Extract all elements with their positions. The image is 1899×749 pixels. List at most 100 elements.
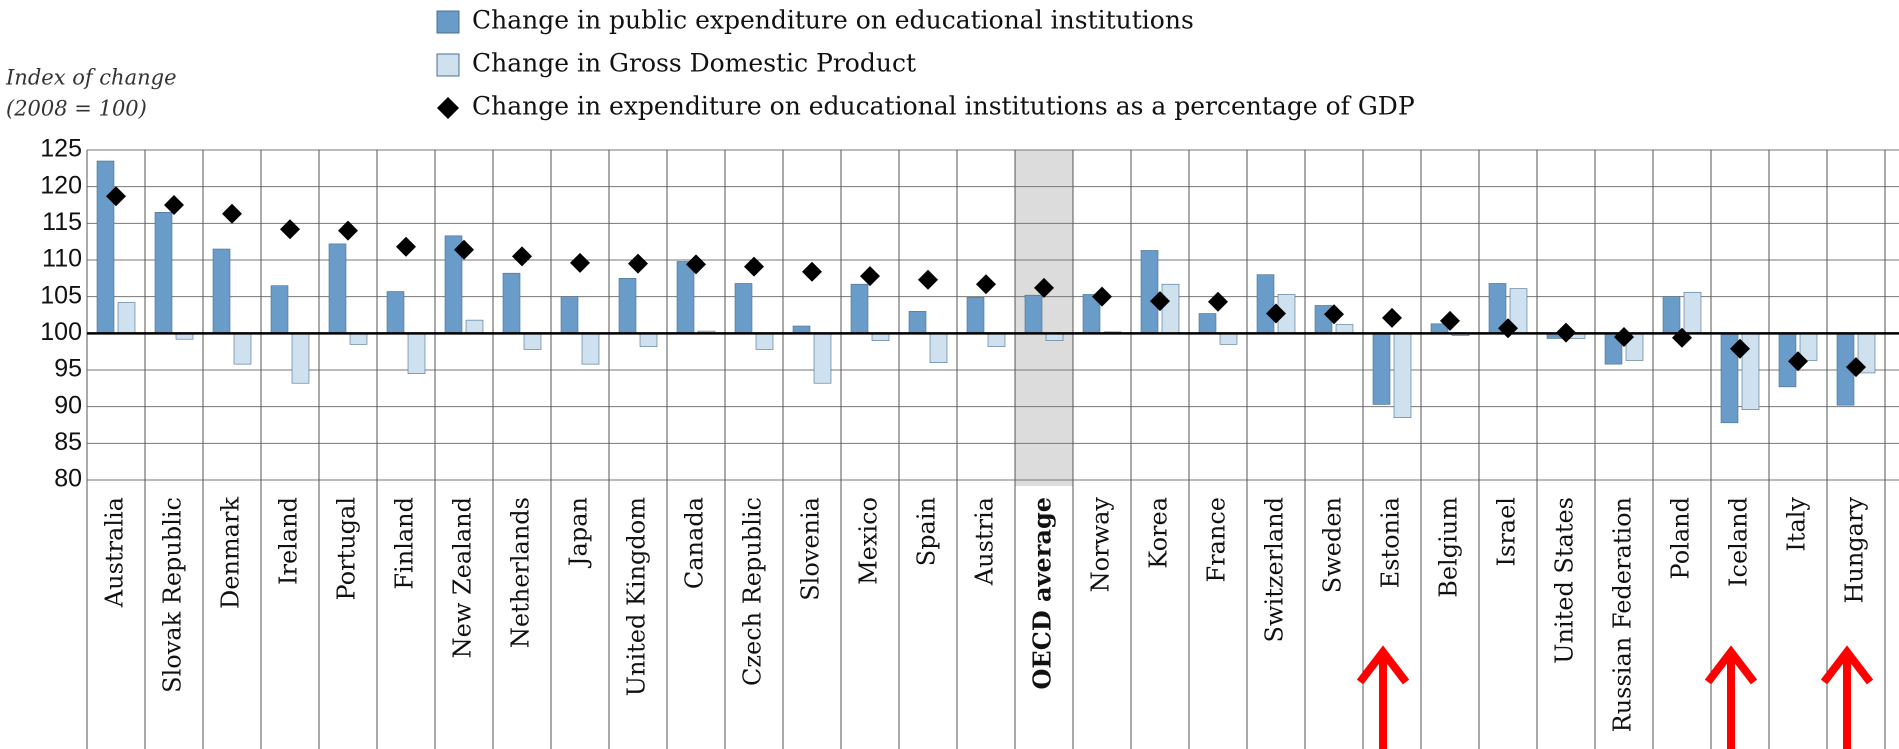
- x-tick-label: Netherlands: [507, 497, 535, 648]
- y-tick-label: 115: [42, 208, 82, 236]
- x-tick-label: Estonia: [1377, 497, 1405, 588]
- diamond-marker: [802, 261, 822, 282]
- bar: [1393, 333, 1412, 418]
- bar: [618, 278, 637, 334]
- bar: [1372, 333, 1391, 405]
- bar: [813, 333, 832, 384]
- y-tick-label: 85: [54, 428, 82, 456]
- diamond-marker: [1614, 327, 1634, 347]
- x-tick-label: Portugal: [333, 497, 361, 601]
- diamond-marker: [1440, 310, 1460, 331]
- diamond-marker: [1150, 291, 1170, 312]
- y-tick-label: 80: [54, 465, 82, 493]
- legend-label: Change in public expenditure on educatio…: [472, 6, 1194, 35]
- bar: [386, 291, 405, 334]
- annotation-arrows: [1356, 645, 1874, 749]
- bar: [676, 261, 695, 334]
- bar: [755, 333, 774, 350]
- arrow: [1704, 645, 1758, 749]
- diamond-marker: [1034, 277, 1054, 298]
- y-tick-label: 125: [40, 135, 82, 163]
- x-tick-label: Italy: [1783, 497, 1811, 552]
- x-tick-label: Australia: [101, 497, 129, 608]
- x-tick-label: United States: [1551, 497, 1579, 664]
- diamond-marker: [744, 256, 764, 277]
- x-tick-label: Spain: [913, 497, 941, 566]
- diamond-marker: [164, 195, 184, 215]
- arrow: [1356, 645, 1410, 749]
- bar: [639, 333, 658, 347]
- bar: [523, 333, 542, 350]
- y-axis-label: (2008 = 100): [6, 97, 147, 121]
- x-tick-label: OECD average: [1028, 497, 1057, 689]
- diamond-marker: [512, 246, 532, 267]
- legend-swatch: [436, 53, 460, 77]
- y-axis-label: Index of change: [5, 66, 177, 90]
- x-tick-label: New Zealand: [449, 497, 477, 658]
- x-tick-label: Ireland: [275, 497, 303, 585]
- y-tick-label: 95: [54, 355, 82, 383]
- diamond-marker: [1324, 304, 1344, 325]
- bar: [850, 283, 869, 334]
- x-tick-label: Canada: [681, 497, 709, 589]
- diamond-marker: [1208, 291, 1228, 312]
- diamond-marker: [1788, 351, 1808, 372]
- legend-swatch: [437, 97, 459, 119]
- x-tick-label: Korea: [1145, 497, 1173, 569]
- bar: [560, 296, 579, 334]
- x-tick-label: Poland: [1667, 497, 1695, 579]
- bar: [1161, 283, 1180, 334]
- y-tick-label: 90: [54, 391, 82, 419]
- x-tick-label: Sweden: [1319, 497, 1347, 593]
- bar: [987, 333, 1006, 347]
- x-tick-label: Mexico: [855, 497, 883, 585]
- bar: [96, 160, 115, 334]
- x-tick-label: Switzerland: [1261, 497, 1289, 642]
- bar: [349, 333, 368, 345]
- diamond-marker: [976, 274, 996, 295]
- x-tick-label: Slovenia: [797, 497, 825, 601]
- x-tick-label: Israel: [1493, 497, 1521, 566]
- bar: [1683, 291, 1702, 334]
- diamond-marker: [222, 203, 242, 224]
- legend-label: Change in Gross Domestic Product: [472, 49, 916, 78]
- bar: [1140, 250, 1159, 334]
- diamond-marker: [280, 219, 300, 240]
- x-tick-label: Austria: [971, 497, 999, 586]
- diamond-marker: [106, 186, 126, 207]
- bar: [1198, 313, 1217, 334]
- bar: [407, 333, 426, 374]
- bar: [270, 285, 289, 334]
- diamond-marker: [686, 254, 706, 275]
- bar: [734, 283, 753, 334]
- bar: [1219, 333, 1238, 345]
- x-tick-label: Slovak Republic: [159, 497, 187, 693]
- bar: [117, 302, 136, 334]
- diamond-marker: [1730, 338, 1750, 359]
- bar: [1024, 294, 1043, 334]
- y-tick-label: 120: [40, 171, 82, 199]
- x-tick-label: Finland: [391, 497, 419, 590]
- x-tick-label: Belgium: [1435, 497, 1463, 598]
- highlight-band: [1015, 150, 1073, 486]
- x-tick-label: France: [1203, 497, 1231, 583]
- bar: [328, 243, 347, 334]
- diamond-marker: [1382, 307, 1402, 328]
- x-tick-label: Hungary: [1841, 497, 1869, 604]
- diamond-marker: [1266, 303, 1286, 324]
- diamond-marker: [570, 252, 590, 273]
- bar: [1662, 296, 1681, 334]
- bar: [502, 272, 521, 334]
- x-tick-label: Japan: [565, 497, 593, 569]
- bar: [1335, 324, 1354, 334]
- bar: [581, 333, 600, 365]
- y-tick-label: 100: [40, 318, 82, 346]
- y-tick-label: 110: [42, 245, 82, 273]
- x-tick-label: Czech Republic: [739, 497, 767, 686]
- diamond-marker: [918, 269, 938, 290]
- x-tick-label: Russian Federation: [1609, 497, 1637, 732]
- x-tick-label: Norway: [1087, 497, 1115, 593]
- diamond-marker: [338, 220, 358, 241]
- diamond-marker: [1092, 286, 1112, 307]
- legend-swatch: [436, 10, 460, 34]
